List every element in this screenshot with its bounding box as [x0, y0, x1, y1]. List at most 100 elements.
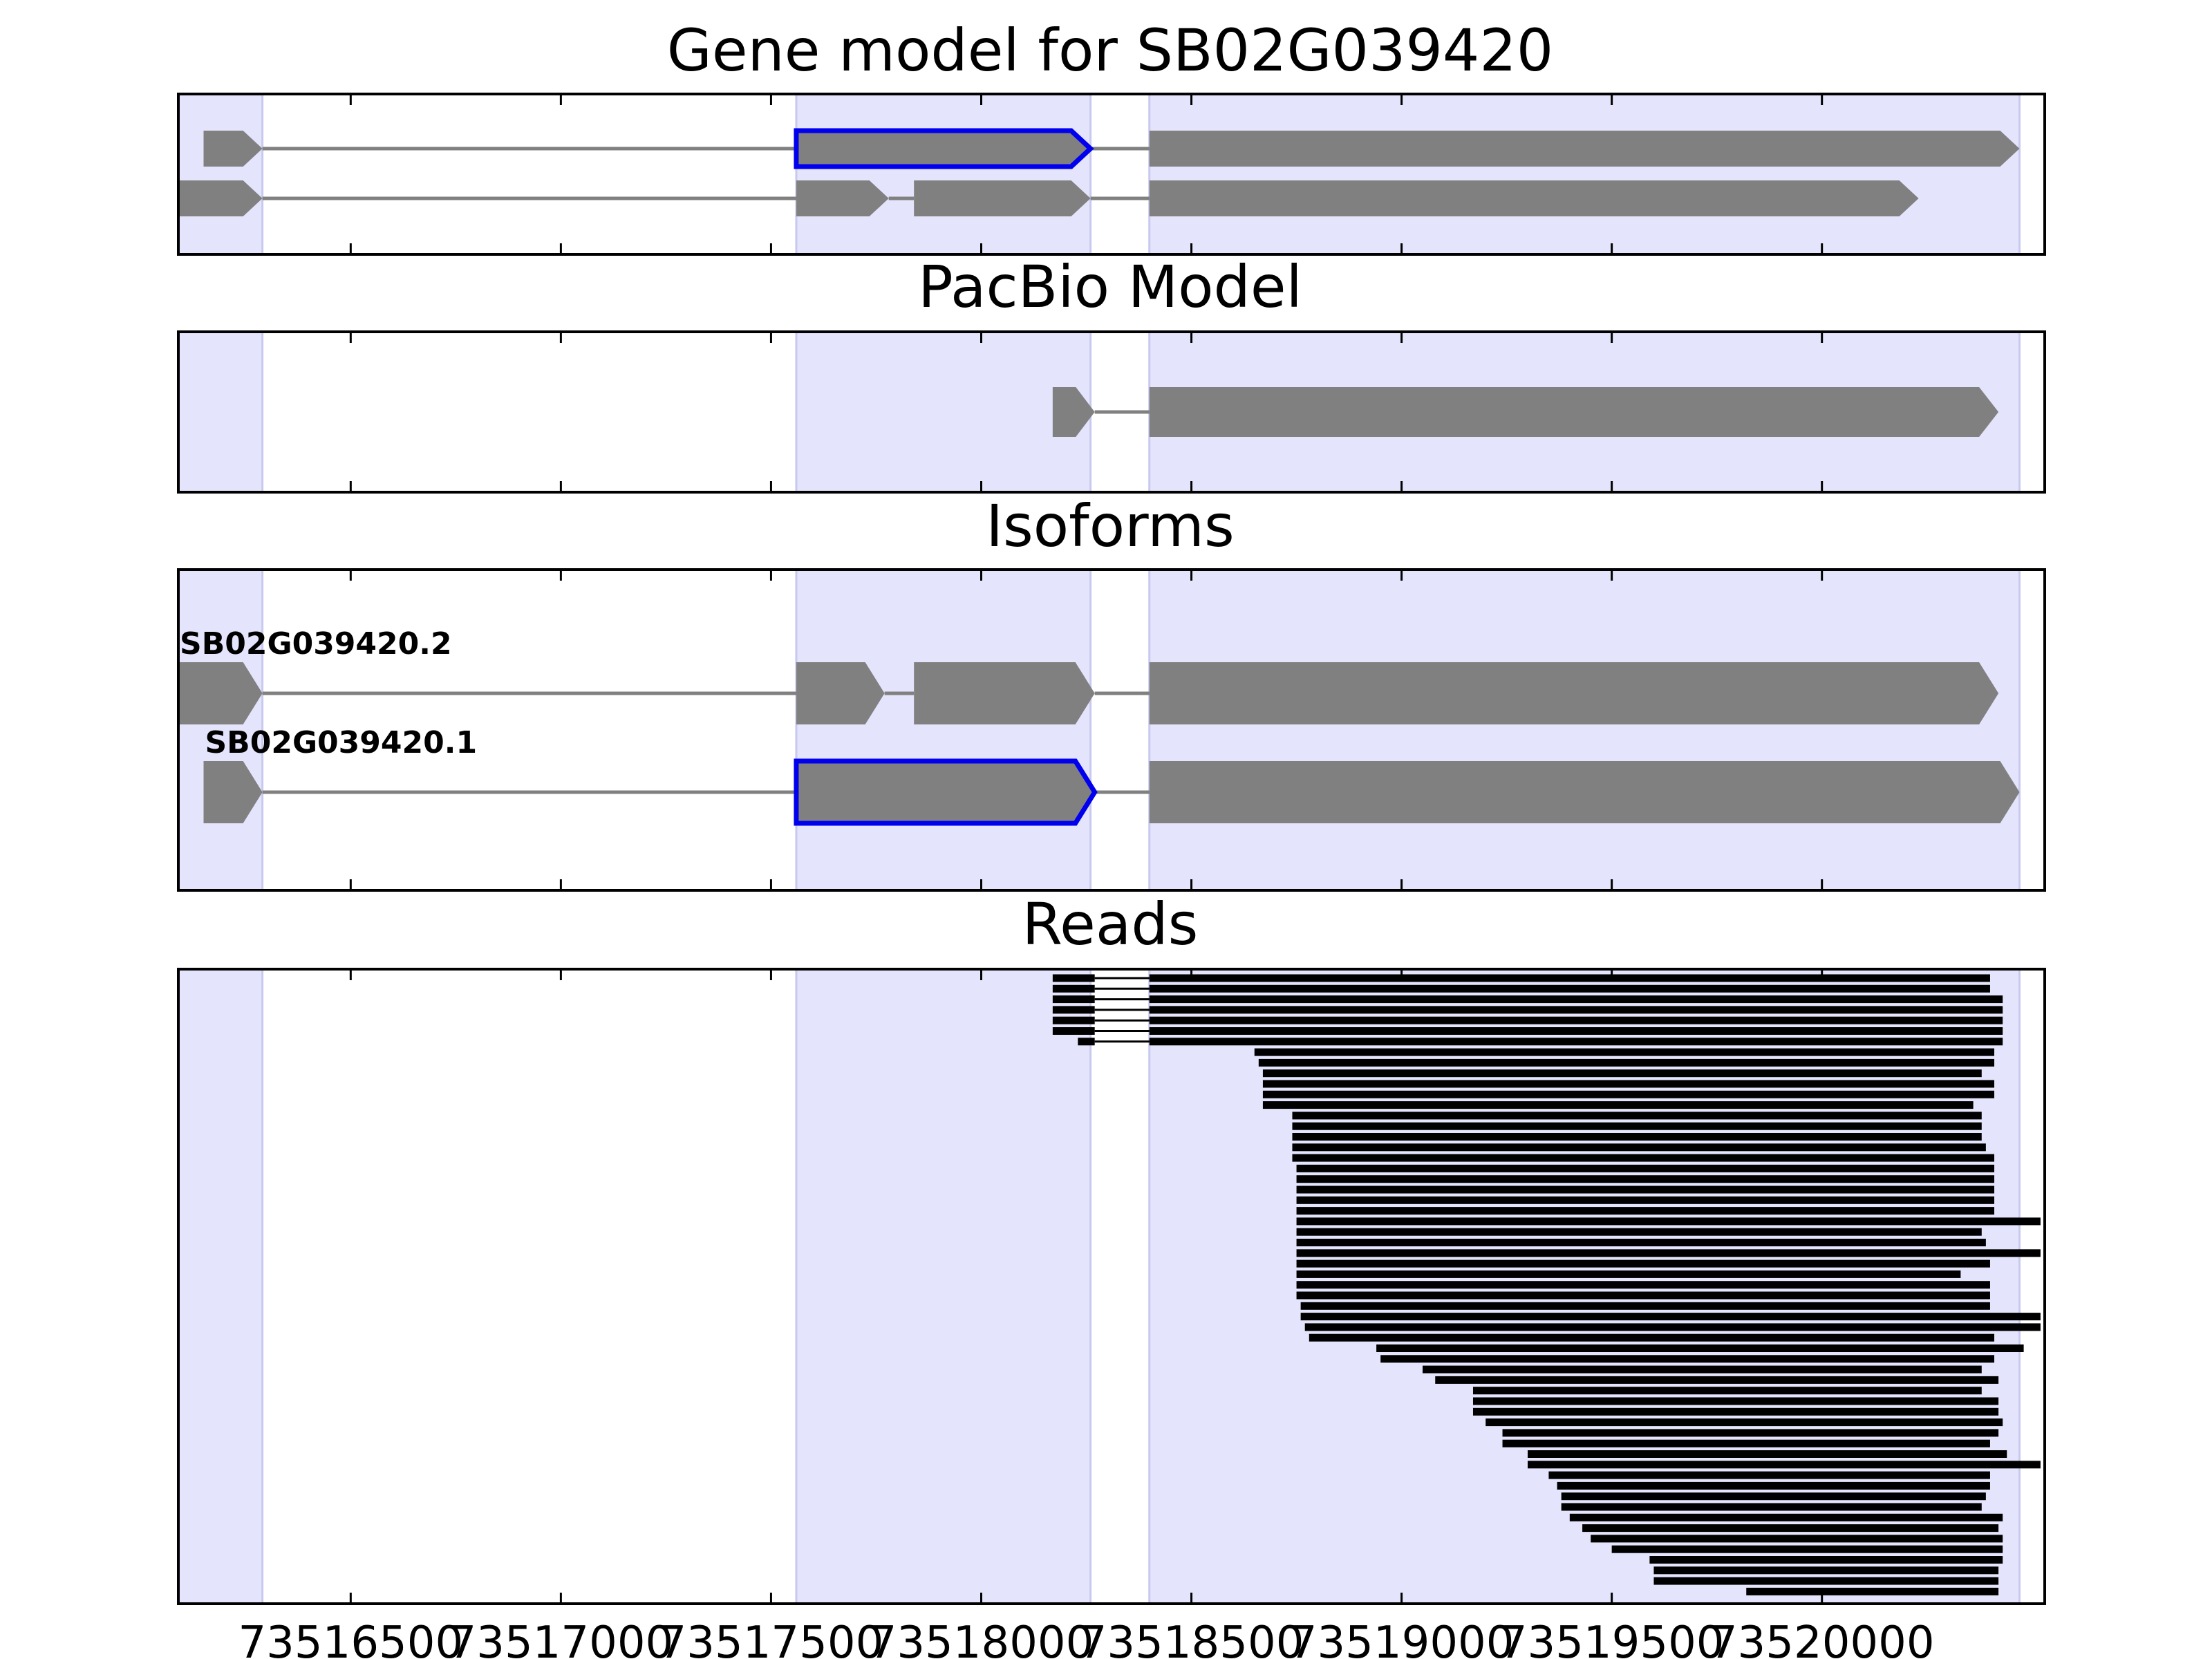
read-bar: [1376, 1344, 2024, 1352]
read-segment: [1052, 1006, 1095, 1014]
exon-region-shade: [1148, 93, 2021, 256]
read-bar: [1472, 1387, 1982, 1395]
read-bar: [1296, 1164, 1995, 1172]
read-bar: [1485, 1418, 2003, 1427]
read-bar: [1653, 1566, 1999, 1575]
read-bar: [1300, 1313, 2041, 1321]
read-segment: [1052, 974, 1095, 982]
read-bar: [1309, 1333, 1995, 1342]
read-bar: [1304, 1323, 2041, 1331]
read-bar: [1649, 1556, 2003, 1564]
read-segment: [1078, 1038, 1095, 1046]
exon-region-shade: [177, 93, 264, 256]
exon-block: [1052, 387, 1095, 437]
exon-block: [1149, 662, 1999, 724]
read-bar: [1296, 1281, 1990, 1289]
read-segment: [1052, 1027, 1095, 1035]
read-bar: [1262, 1069, 1982, 1078]
read-segment: [1149, 995, 2003, 1004]
exon-block: [1149, 131, 2020, 167]
read-segment: [1052, 995, 1095, 1004]
read-bar: [1528, 1461, 2041, 1469]
transcript-model: SB02G039420.2: [178, 626, 1999, 724]
read-bar: [1472, 1397, 1999, 1405]
read-bar: [1300, 1302, 1990, 1310]
exon-region-shade: [795, 968, 1092, 1605]
read-bar: [1582, 1524, 1999, 1533]
read-bar: [1296, 1239, 1986, 1246]
read-bar: [1292, 1112, 1982, 1120]
read-bar: [1296, 1175, 1995, 1183]
panel-frame: [177, 330, 2046, 494]
panel-frame: [177, 568, 2046, 892]
x-tick-label: 73517000: [449, 1618, 674, 1659]
x-tick-label: 73518000: [869, 1618, 1094, 1659]
read-bar: [1292, 1154, 1995, 1162]
read-bar: [1561, 1492, 1986, 1501]
exon-block: [178, 662, 263, 724]
read-bar: [1561, 1503, 1982, 1511]
read-segment: [1149, 984, 1990, 993]
panel-title-reads: Reads: [1022, 890, 1199, 958]
highlighted-exon: [794, 128, 1094, 169]
read-bar: [1746, 1587, 1999, 1595]
read-pileup: [1052, 974, 2041, 1595]
read-segment: [1149, 1006, 2003, 1014]
x-tick-label: 73517500: [659, 1618, 884, 1659]
read-bar: [1296, 1228, 1982, 1236]
read-segment: [1149, 1038, 2003, 1046]
read-segment: [1052, 1016, 1095, 1024]
read-bar: [1653, 1577, 1999, 1585]
exon-block: [178, 180, 263, 216]
read-bar: [1502, 1439, 1990, 1447]
transcript-model: SB02G039420.1: [203, 725, 2020, 826]
read-segment: [1052, 984, 1095, 993]
read-bar: [1296, 1249, 2041, 1257]
read-bar: [1548, 1471, 1990, 1479]
read-bar: [1292, 1122, 1982, 1130]
read-bar: [1254, 1048, 1995, 1056]
exon-block: [1149, 387, 1999, 437]
isoform-label: SB02G039420.2: [180, 626, 452, 662]
read-bar: [1472, 1407, 1999, 1416]
read-bar: [1296, 1270, 1961, 1278]
x-tick-label: 73519000: [1289, 1618, 1515, 1659]
exon-region-shade: [177, 568, 264, 892]
read-bar: [1296, 1207, 1995, 1215]
exon-block: [914, 662, 1095, 724]
isoforms-panel: Isoforms SB02G039420.2 SB02G039420.1: [177, 492, 2046, 892]
read-bar: [1258, 1058, 1995, 1067]
transcript-model: [1052, 387, 1999, 437]
read-bar: [1557, 1481, 1990, 1490]
read-bar: [1380, 1355, 1995, 1363]
read-bar: [1591, 1535, 2003, 1543]
read-bar: [1423, 1365, 1982, 1374]
read-bar: [1262, 1090, 1995, 1098]
x-tick-label: 73516500: [238, 1618, 463, 1659]
read-segment: [1149, 1027, 2003, 1035]
read-bar: [1611, 1545, 2003, 1553]
exon-region-shade: [177, 330, 264, 494]
gene-model-panel: Gene model for SB02G039420: [177, 17, 2046, 256]
isoform-label: SB02G039420.1: [205, 725, 477, 760]
read-bar: [1528, 1450, 2007, 1458]
panel-title-gene-model: Gene model for SB02G039420: [667, 17, 1553, 84]
x-tick-label: 73520000: [1709, 1618, 1935, 1659]
exon-block: [203, 131, 263, 167]
read-bar: [1262, 1101, 1974, 1109]
read-segment: [1149, 1016, 2003, 1024]
pacbio-model-panel: PacBio Model: [177, 253, 2046, 494]
panel-frame: [177, 93, 2046, 256]
read-bar: [1262, 1080, 1995, 1088]
exon-region-shade: [177, 968, 264, 1605]
read-bar: [1292, 1143, 1986, 1152]
exon-block: [1149, 180, 1919, 216]
read-bar: [1296, 1185, 1995, 1194]
read-bar: [1296, 1291, 1990, 1300]
exon-block: [914, 180, 1091, 216]
read-bar: [1296, 1217, 2041, 1226]
transcript-model: [203, 128, 2020, 169]
exon-region-shade: [795, 568, 1092, 892]
